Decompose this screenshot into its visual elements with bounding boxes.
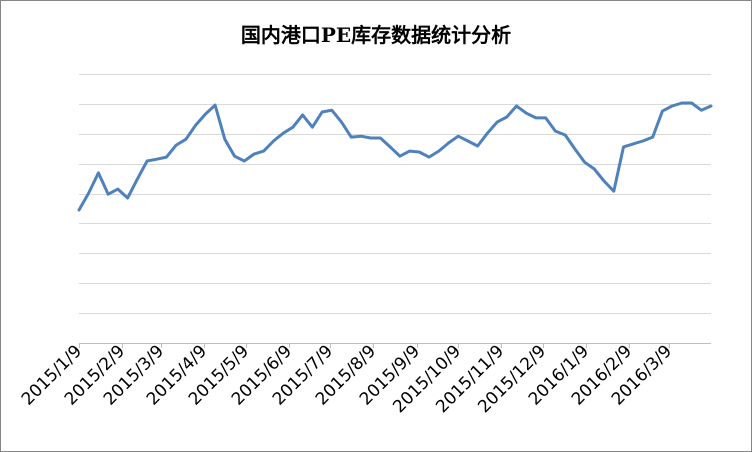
- series-line: [77, 101, 713, 212]
- chart-title: 国内港口PE库存数据统计分析: [241, 23, 511, 47]
- gridlines: [79, 74, 711, 344]
- x-tick-marks: [79, 343, 670, 348]
- series-layer: [77, 101, 713, 212]
